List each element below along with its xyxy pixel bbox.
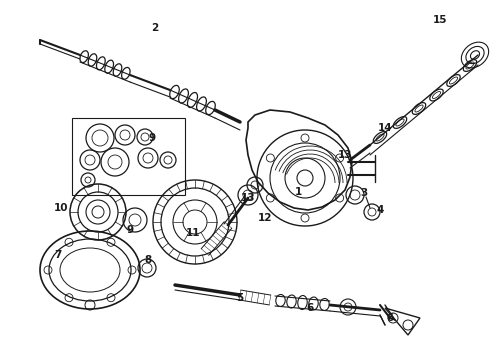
Text: 5: 5 bbox=[236, 293, 244, 303]
Text: 9: 9 bbox=[148, 133, 155, 143]
Text: 10: 10 bbox=[53, 203, 68, 213]
Text: 9: 9 bbox=[126, 225, 134, 235]
Text: 6: 6 bbox=[306, 303, 314, 313]
Text: 6: 6 bbox=[387, 313, 393, 323]
Text: 7: 7 bbox=[54, 250, 62, 260]
Text: 13: 13 bbox=[338, 150, 352, 160]
Bar bbox=[72, 118, 185, 195]
Text: 15: 15 bbox=[433, 15, 447, 25]
Text: 14: 14 bbox=[378, 123, 392, 133]
Text: 11: 11 bbox=[186, 228, 200, 238]
Text: 13: 13 bbox=[241, 193, 255, 203]
Text: 12: 12 bbox=[258, 213, 272, 223]
Text: 3: 3 bbox=[360, 188, 367, 198]
Text: 4: 4 bbox=[376, 205, 383, 215]
Text: 1: 1 bbox=[295, 187, 302, 197]
Text: 8: 8 bbox=[145, 255, 151, 265]
Text: 2: 2 bbox=[151, 23, 159, 33]
